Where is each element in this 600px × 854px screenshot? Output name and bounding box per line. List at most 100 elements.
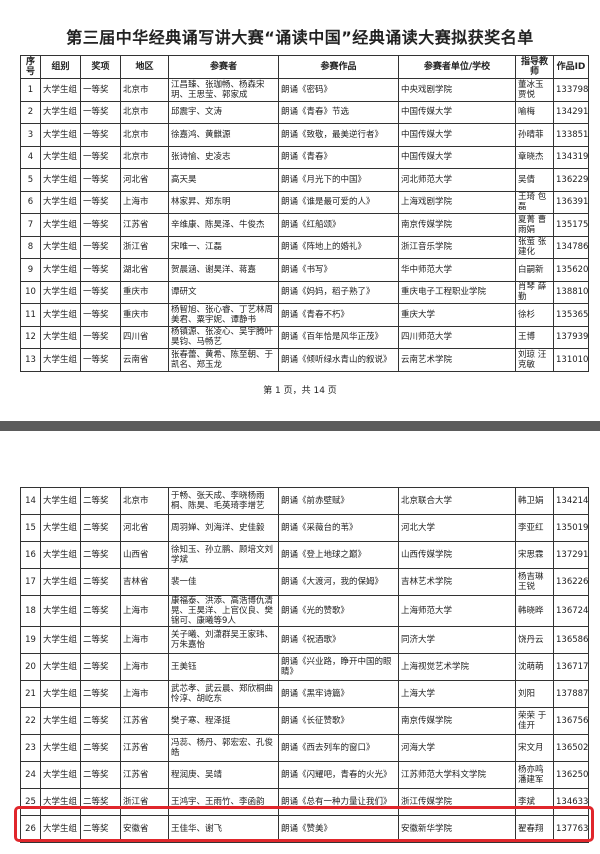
cell: 董冰玉 贾悦 xyxy=(515,78,554,102)
cell: 19 xyxy=(20,626,41,654)
cell: 大学生组 xyxy=(40,595,81,627)
cell: 邱震宇、文涛 xyxy=(168,100,279,124)
table-row: 19 大学生组 二等奖 上海市 关子曦、刘潇群吴王家玮、万朱嘉怡 朗诵《祝酒歌》 同济大学饶… xyxy=(20,626,589,654)
cell: 吴倩 xyxy=(515,168,554,192)
table-row: 10 大学生组 一等奖 重庆市 谭研文 朗诵《妈妈，稻子熟了》 重庆电子工程职业学院 肖琴 薛… xyxy=(20,280,589,304)
cell: 江苏省 xyxy=(120,213,169,237)
cell: 朗诵《登上地球之巅》 xyxy=(278,541,399,569)
cell: 重庆电子工程职业学院 xyxy=(398,280,516,304)
cell: 孙晴菲 xyxy=(515,123,554,147)
cell: 21 xyxy=(20,680,41,708)
cell: 136502 xyxy=(553,734,589,762)
cell: 一等奖 xyxy=(80,190,121,214)
cell: 大学生组 xyxy=(40,707,81,735)
cell: 大学生组 xyxy=(40,190,81,214)
header-cell: 序号 xyxy=(20,55,41,79)
cell: 上海市 xyxy=(120,626,169,654)
cell: 李亚红 xyxy=(515,514,554,542)
cell: 133798 xyxy=(553,78,589,102)
cell: 9 xyxy=(20,258,41,282)
cell: 24 xyxy=(20,761,41,789)
cell: 北京联合大学 xyxy=(398,487,516,515)
cell: 北京市 xyxy=(120,123,169,147)
cell: 冯蕊、杨丹、郭宏宏、孔俊皓 xyxy=(168,734,279,762)
cell: 一等奖 xyxy=(80,100,121,124)
cell: 一等奖 xyxy=(80,258,121,282)
table-row: 4 大学生组 一等奖 北京市 张诗愉、史凌志 朗诵《青春》 中国传媒大学 章晓杰 134319 xyxy=(20,145,589,169)
cell: 关子曦、刘潇群吴王家玮、万朱嘉怡 xyxy=(168,626,279,654)
cell: 22 xyxy=(20,707,41,735)
cell: 武芯孝、武云晨、郑欣桐曲怜淳、胡屹东 xyxy=(168,680,279,708)
cell: 北京市 xyxy=(120,487,169,515)
table-row: 23 大学生组 二等奖 江苏省 冯蕊、杨丹、郭宏宏、孔俊皓 朗诵《西去列车的窗口》 河海大学… xyxy=(20,734,589,762)
cell: 江苏省 xyxy=(120,761,169,789)
cell: 中国传媒大学 xyxy=(398,145,516,169)
cell: 二等奖 xyxy=(80,680,121,708)
cell: 朗诵《阵地上的婚礼》 xyxy=(278,235,399,259)
table-row: 6 大学生组 一等奖 上海市 林家昇、郑东明 朗诵《谁是最可爱的人》 上海戏剧学院 王琦 包磊… xyxy=(20,190,589,214)
cell: 吉林省 xyxy=(120,568,169,596)
cell: 上海市 xyxy=(120,653,169,681)
cell: 王博 xyxy=(515,325,554,349)
cell: 大学生组 xyxy=(40,348,81,372)
cell: 湖北省 xyxy=(120,258,169,282)
header-cell: 参赛者单位/学校 xyxy=(398,55,516,79)
table-row: 9 大学生组 一等奖 湖北省 贺晨涵、谢昊洋、蒋嘉 朗诵《书写》 华中师范大学 白嗣新 1356… xyxy=(20,258,589,282)
cell: 136586 xyxy=(553,626,589,654)
cell: 江昌臻、张珈畅、杨森宋玥、王思莹、郭家成 xyxy=(168,78,279,102)
cell: 上海市 xyxy=(120,680,169,708)
cell: 大学生组 xyxy=(40,761,81,789)
cell: 重庆市 xyxy=(120,303,169,327)
cell: 山西省 xyxy=(120,541,169,569)
cell: 于畅、张天成、李晓杨雨桐、陈昊、毛英琦李增艺 xyxy=(168,487,279,515)
cell: 6 xyxy=(20,190,41,214)
table-row: 14 大学生组 二等奖 北京市 于畅、张天成、李晓杨雨桐、陈昊、毛英琦李增艺 朗诵《前赤壁… xyxy=(20,487,589,515)
cell: 辛维康、陈昊泽、牛俊杰 xyxy=(168,213,279,237)
cell: 大学生组 xyxy=(40,123,81,147)
cell: 二等奖 xyxy=(80,788,121,816)
cell: 134319 xyxy=(553,145,589,169)
cell: 朗诵《大渡河，我的保姆》 xyxy=(278,568,399,596)
header-cell: 奖项 xyxy=(80,55,121,79)
cell: 134786 xyxy=(553,235,589,259)
cell: 王琦 包磊 xyxy=(515,190,554,214)
cell: 一等奖 xyxy=(80,348,121,372)
cell: 131010 xyxy=(553,348,589,372)
cell: 137887 xyxy=(553,680,589,708)
cell: 二等奖 xyxy=(80,541,121,569)
cell: 136717 xyxy=(553,653,589,681)
cell: 四川师范大学 xyxy=(398,325,516,349)
cell: 朗诵《祝酒歌》 xyxy=(278,626,399,654)
cell: 136250 xyxy=(553,761,589,789)
cell: 20 xyxy=(20,653,41,681)
cell: 徐嘉鸿、黄麒源 xyxy=(168,123,279,147)
cell: 135019 xyxy=(553,514,589,542)
cell: 一等奖 xyxy=(80,145,121,169)
cell: 134633 xyxy=(553,788,589,816)
cell: 大学生组 xyxy=(40,258,81,282)
cell: 二等奖 xyxy=(80,514,121,542)
cell: 刘阳 xyxy=(515,680,554,708)
cell: 河北省 xyxy=(120,168,169,192)
cell: 朗诵《西去列车的窗口》 xyxy=(278,734,399,762)
cell: 朗诵《月光下的中国》 xyxy=(278,168,399,192)
cell: 4 xyxy=(20,145,41,169)
cell: 18 xyxy=(20,595,41,627)
table-page-2: 14 大学生组 二等奖 北京市 于畅、张天成、李晓杨雨桐、陈昊、毛英琦李增艺 朗诵《前赤壁… xyxy=(20,487,589,843)
cell: 大学生组 xyxy=(40,78,81,102)
cell: 朗诵《密码》 xyxy=(278,78,399,102)
cell: 周羽婵、刘海洋、史佳毅 xyxy=(168,514,279,542)
cell: 14 xyxy=(20,487,41,515)
cell: 白嗣新 xyxy=(515,258,554,282)
table-row: 3 大学生组 一等奖 北京市 徐嘉鸿、黄麒源 朗诵《致敬，最美逆行者》 中国传媒大学 孙晴菲 1… xyxy=(20,123,589,147)
page-separator xyxy=(0,421,600,431)
table-row: 22 大学生组 二等奖 江苏省 樊子寒、程泽挺 朗诵《长征赞歌》 南京传媒学院 荣荣 于佳开 1… xyxy=(20,707,589,735)
cell: 韩卫娟 xyxy=(515,487,554,515)
cell: 135620 xyxy=(553,258,589,282)
table-row: 8 大学生组 一等奖 浙江省 宋唯一、江磊 朗诵《阵地上的婚礼》 浙江音乐学院 张萤 张建化 1… xyxy=(20,235,589,259)
cell: 大学生组 xyxy=(40,734,81,762)
cell: 一等奖 xyxy=(80,235,121,259)
cell: 上海市 xyxy=(120,595,169,627)
cell: 一等奖 xyxy=(80,123,121,147)
cell: 朗诵《前赤壁赋》 xyxy=(278,487,399,515)
